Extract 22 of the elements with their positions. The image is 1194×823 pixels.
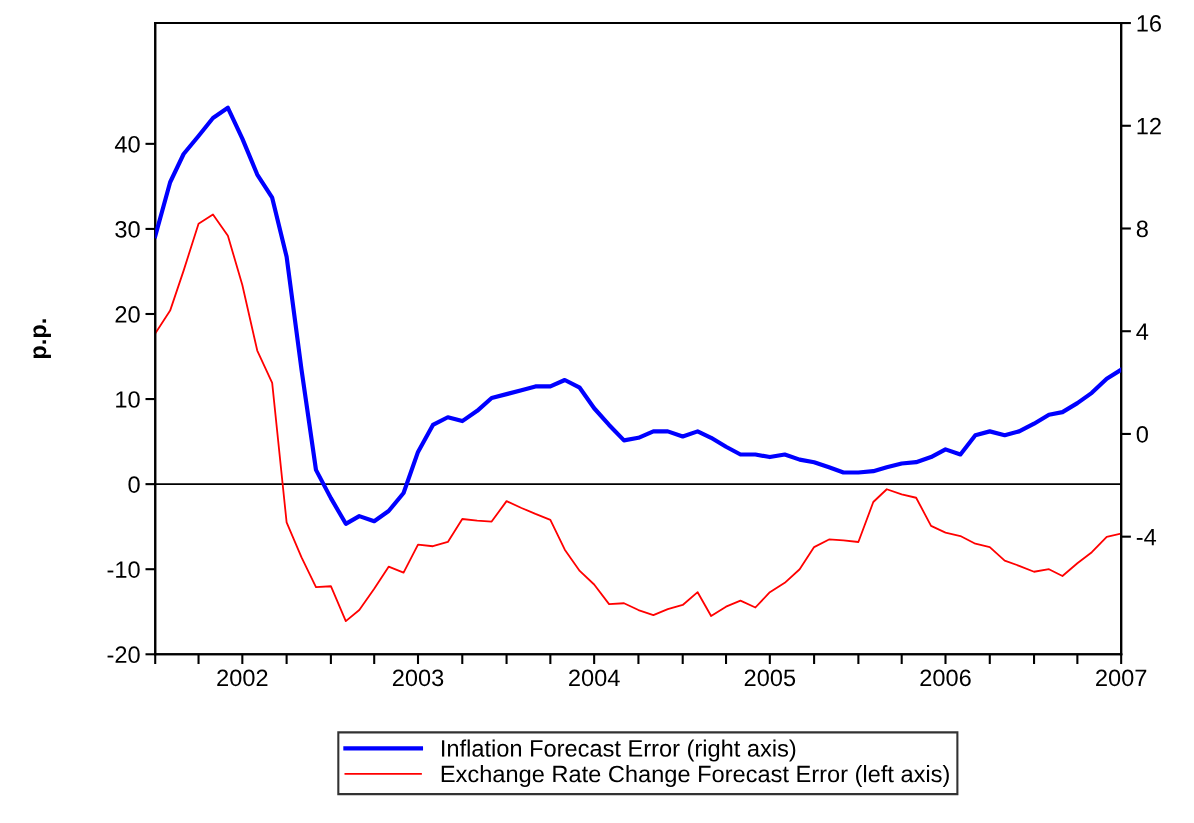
y-tick-label: 30	[115, 220, 140, 238]
y-axis-title: p.p.	[33, 319, 51, 359]
y2-tick-label: 8	[1136, 220, 1148, 238]
x-tick-label: 2004	[569, 669, 620, 687]
y2-tick-label: 12	[1137, 117, 1161, 135]
x-tick-label: 2005	[744, 669, 796, 687]
y2-tick-label: -4	[1136, 528, 1157, 546]
y-tick-label: 40	[114, 135, 140, 153]
x-tick-label: 2003	[392, 669, 444, 687]
legend-label: Exchange Rate Change Forecast Error (left axis)	[441, 765, 949, 788]
x-tick-label: 2006	[920, 669, 971, 687]
y2-tick-label: 4	[1136, 323, 1149, 340]
y2-tick-label: 16	[1137, 15, 1161, 32]
y-tick-label: -20	[107, 646, 140, 664]
legend-label: Inflation Forecast Error (right axis)	[442, 739, 796, 762]
y-tick-label: -10	[107, 561, 140, 578]
x-tick-label: 2007	[1096, 669, 1147, 687]
y2-tick-label: 0	[1136, 426, 1148, 443]
y-tick-label: 20	[115, 306, 140, 323]
y-tick-label: 10	[116, 391, 140, 408]
x-tick-label: 2002	[217, 669, 268, 687]
y-tick-label: 0	[128, 476, 140, 493]
